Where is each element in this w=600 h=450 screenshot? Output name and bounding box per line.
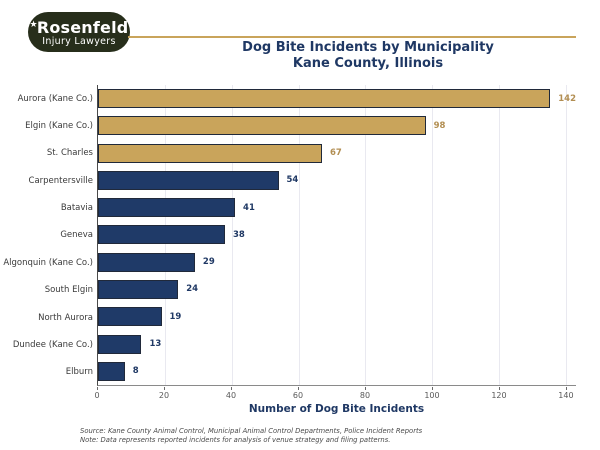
plot-area: 142 98 67 54 41 38 29 24 19 13 8 — [97, 85, 576, 386]
tick-label: 0 — [94, 391, 100, 400]
logo-name: ★Rosenfeld — [28, 17, 130, 36]
value-label: 29 — [202, 257, 215, 268]
gridline — [499, 85, 501, 385]
value-label: 24 — [186, 284, 199, 295]
bar-row: 67 — [98, 140, 576, 167]
gridline — [365, 85, 367, 385]
bar-row: 41 — [98, 194, 576, 221]
bar — [98, 307, 162, 327]
bar-row: 19 — [98, 303, 576, 330]
category-label: Batavia — [60, 203, 93, 214]
category-label: Algonquin (Kane Co.) — [3, 257, 93, 268]
chart-title: Dog Bite Incidents by Municipality Kane … — [137, 40, 599, 72]
logo-name-text: Rosenfeld — [36, 18, 129, 37]
value-label: 67 — [329, 148, 342, 159]
value-label: 41 — [243, 202, 255, 213]
source-note: Source: Kane County Animal Control, Muni… — [80, 427, 422, 444]
value-label: 19 — [169, 311, 182, 322]
value-label: 13 — [149, 339, 162, 350]
tick-label: 100 — [424, 391, 440, 400]
tick-label: 20 — [158, 391, 170, 400]
bar — [98, 143, 322, 163]
bar — [98, 170, 279, 190]
tick-label: 120 — [491, 391, 507, 400]
bar-row: 13 — [98, 330, 576, 357]
value-label: 98 — [433, 120, 446, 131]
bar — [98, 225, 226, 245]
logo-tagline: Injury Lawyers — [42, 36, 116, 47]
category-label: Elgin (Kane Co.) — [25, 121, 93, 132]
tick-label: 80 — [359, 391, 371, 400]
bar-row: 8 — [98, 358, 576, 385]
note-line: Note: Data represents reported incidents… — [80, 435, 391, 444]
bar — [98, 279, 179, 299]
category-label: North Aurora — [38, 312, 93, 323]
tick-label: 140 — [558, 391, 574, 400]
tick-mark — [97, 387, 98, 390]
tick-mark — [163, 387, 165, 390]
bar-row: 29 — [98, 249, 576, 276]
gridline — [432, 85, 434, 385]
value-label: 142 — [558, 93, 576, 104]
bar — [98, 116, 426, 136]
tick-mark — [364, 387, 366, 390]
value-label: 54 — [286, 175, 299, 186]
bar — [98, 334, 142, 354]
bar-row: 98 — [98, 112, 576, 139]
tick-mark — [498, 387, 500, 390]
category-label: South Elgin — [44, 285, 93, 296]
gridline — [298, 85, 300, 385]
x-axis-label: Number of Dog Bite Incidents — [248, 403, 425, 415]
category-label: St. Charles — [46, 148, 93, 159]
tick-mark — [297, 387, 299, 390]
y-axis-labels: Aurora (Kane Co.) Elgin (Kane Co.) St. Cha… — [3, 85, 93, 386]
bar — [98, 361, 125, 381]
rosenfeld-logo: ★Rosenfeld Injury Lawyers — [28, 12, 130, 52]
bar-row: 142 — [98, 85, 576, 112]
category-label: Carpentersville — [28, 175, 93, 186]
category-label: Elburn — [65, 367, 93, 378]
category-label: Aurora (Kane Co.) — [17, 93, 93, 104]
source-line: Source: Kane County Animal Control, Muni… — [80, 427, 423, 435]
bar-row: 24 — [98, 276, 576, 303]
category-label: Dundee (Kane Co.) — [12, 339, 93, 350]
divider-line — [128, 36, 576, 38]
gridline — [565, 85, 567, 385]
category-label: Geneva — [60, 230, 93, 241]
value-label: 38 — [233, 229, 245, 240]
gridline — [231, 85, 233, 385]
star-icon: ★ — [29, 20, 38, 30]
bar — [98, 198, 236, 218]
bar-row: 54 — [98, 167, 576, 194]
tick-mark — [230, 387, 232, 390]
tick-label: 60 — [292, 391, 304, 400]
value-label: 8 — [132, 366, 139, 377]
tick-mark — [431, 387, 433, 390]
bar-row: 38 — [98, 221, 576, 248]
tick-mark — [565, 387, 567, 390]
tick-label: 40 — [225, 391, 237, 400]
bars-container: 142 98 67 54 41 38 29 24 19 13 8 — [98, 85, 576, 385]
bar — [98, 89, 551, 109]
x-axis-ticks: 0 20 40 60 80 100 120 140 — [94, 387, 576, 401]
bar — [98, 252, 195, 272]
title-line-1: Dog Bite Incidents by Municipality — [242, 40, 494, 55]
bar-chart: Aurora (Kane Co.) Elgin (Kane Co.) St. Cha… — [3, 85, 578, 425]
title-line-2: Kane County, Illinois — [292, 56, 444, 71]
